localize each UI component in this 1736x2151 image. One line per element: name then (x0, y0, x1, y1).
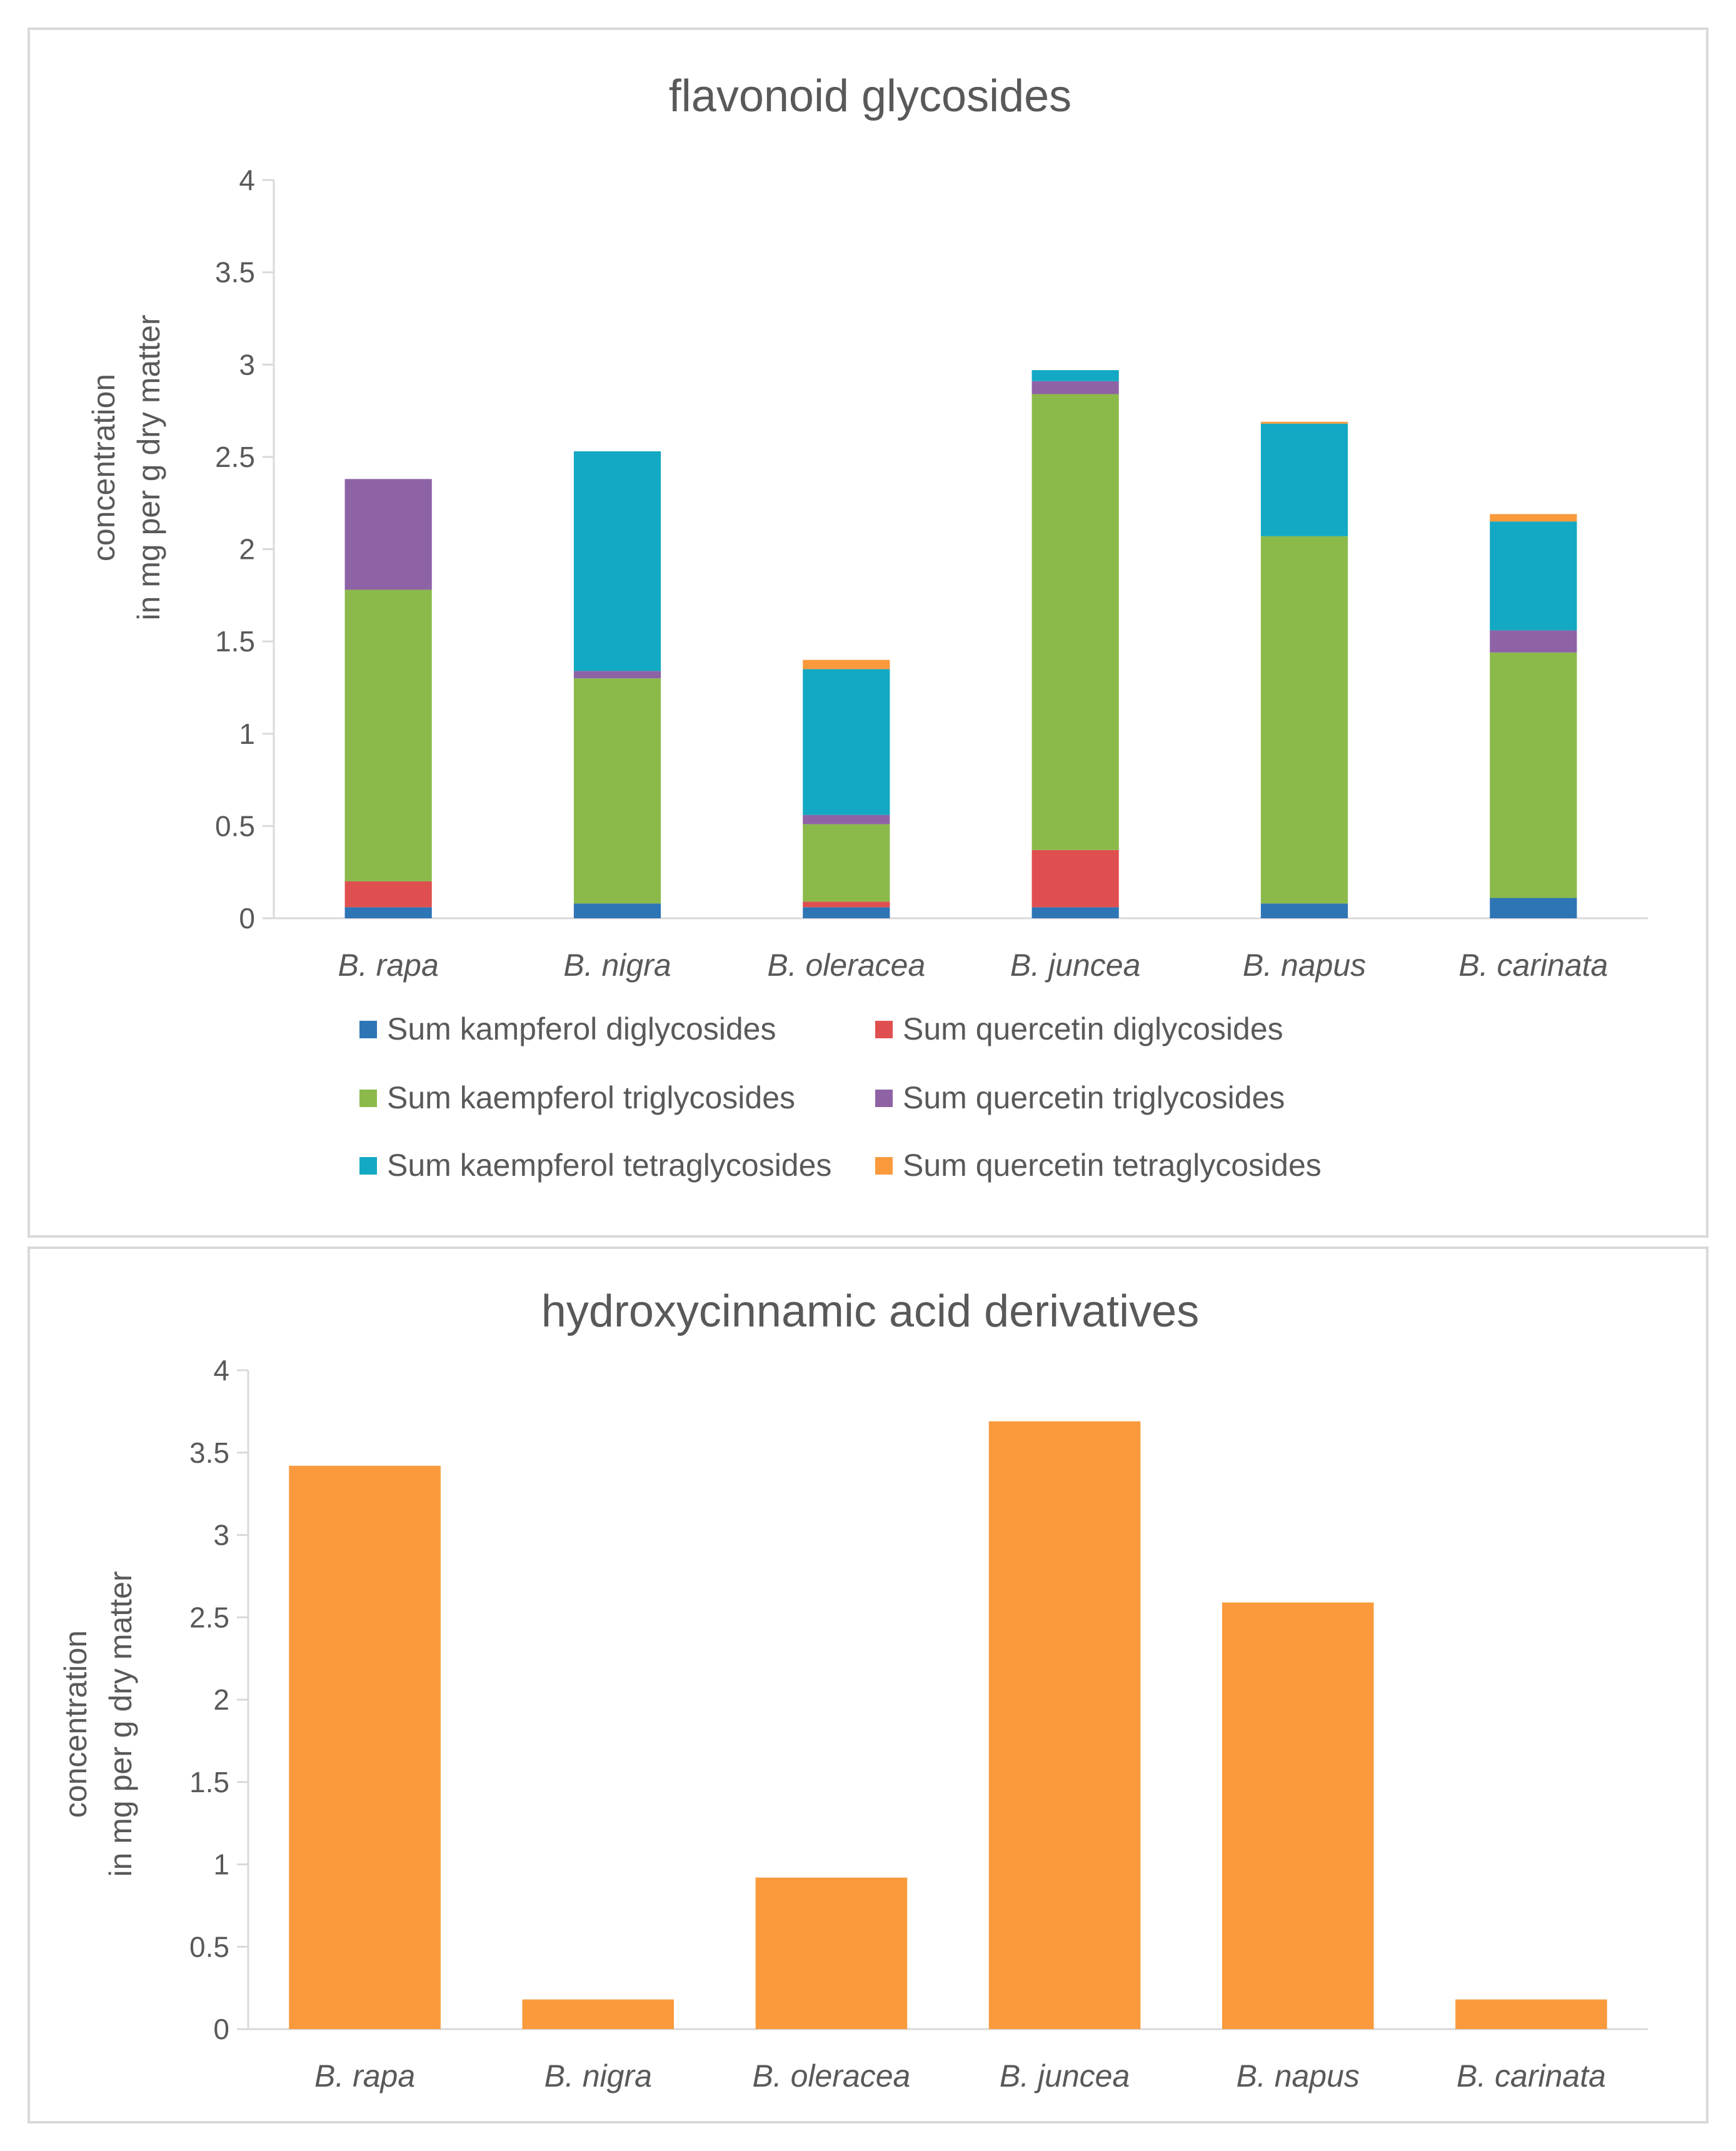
hydroxycinnamic-chart-panel: hydroxycinnamic acid derivatives concent… (28, 1246, 1708, 2123)
x-category-label: B. napus (1243, 948, 1366, 983)
y-tick-label: 3 (239, 348, 255, 381)
bar (1222, 1602, 1374, 2029)
y-tick-label: 3.5 (189, 1437, 229, 1469)
bar (755, 1877, 908, 2029)
legend-label: Sum quercetin tetraglycosides (903, 1148, 1322, 1183)
legend-label: Sum quercetin diglycosides (903, 1011, 1283, 1046)
y-tick-label: 3.5 (215, 256, 255, 289)
bar-segment (1031, 850, 1119, 908)
bar-segment (573, 451, 661, 671)
y-tick-label: 1.5 (189, 1766, 229, 1798)
bar-segment (803, 659, 890, 669)
y-axis-label-line-2: in mg per g dry matter (103, 1571, 138, 1877)
legend-label: Sum kaempferol tetraglycosides (387, 1148, 831, 1183)
legend-swatch (875, 1021, 893, 1038)
bar-segment (803, 901, 890, 908)
y-tick-label: 4 (213, 1354, 229, 1386)
bar-segment (344, 881, 432, 908)
x-category-label: B. oleracea (767, 948, 925, 983)
legend-swatch (359, 1090, 377, 1107)
y-axis-label-line-1: concentration (86, 374, 121, 561)
bar-segment (1031, 907, 1119, 918)
bar-segment (1031, 394, 1119, 850)
bar-segment (1490, 630, 1577, 653)
bar-segment (1260, 423, 1348, 536)
bar-segment (1260, 536, 1348, 904)
bar-segment (344, 589, 432, 881)
legend-swatch (875, 1157, 893, 1175)
y-tick-label: 1 (239, 718, 255, 750)
y-tick-label: 0 (213, 2013, 229, 2045)
y-tick-label: 1 (213, 1848, 229, 1881)
x-category-label: B. juncea (1010, 948, 1140, 983)
y-tick-label: 0.5 (215, 810, 255, 842)
legend-label: Sum kaempferol triglycosides (387, 1080, 795, 1115)
bar-segment (1260, 421, 1348, 424)
y-axis-label-line-1: concentration (58, 1630, 93, 1818)
y-axis-label: concentration in mg per g dry matter (58, 1571, 138, 1877)
bar (1455, 1999, 1607, 2029)
chart-title: hydroxycinnamic acid derivatives (541, 1286, 1199, 1336)
x-category-label: B. napus (1237, 2058, 1360, 2093)
y-tick-label: 2.5 (215, 441, 255, 473)
legend-swatch (875, 1090, 893, 1107)
bar-segment (1031, 370, 1119, 381)
y-tick-label: 0 (239, 902, 255, 935)
y-axis-label: concentration in mg per g dry matter (86, 314, 166, 620)
y-tick-label: 3 (213, 1519, 229, 1552)
bar-segment (1260, 903, 1348, 918)
bar-segment (344, 907, 432, 918)
flavonoid-chart: flavonoid glycosides concentration in mg… (86, 71, 1648, 1183)
legend-swatch (359, 1021, 377, 1038)
bar-segment (573, 903, 661, 918)
y-tick-label: 2 (213, 1683, 229, 1716)
legend-label: Sum kampferol diglycosides (387, 1011, 776, 1046)
hydroxycinnamic-chart: hydroxycinnamic acid derivatives concent… (58, 1286, 1648, 2093)
x-category-label: B. rapa (314, 2058, 415, 2093)
flavonoid-chart-panel: flavonoid glycosides concentration in mg… (28, 28, 1708, 1238)
bar-segment (573, 671, 661, 679)
y-tick-label: 2.5 (189, 1601, 229, 1633)
x-category-label: B. carinata (1457, 2058, 1606, 2093)
x-category-label: B. carinata (1458, 948, 1608, 983)
x-category-label: B. nigra (563, 948, 671, 983)
bar-segment (1031, 381, 1119, 394)
bar (289, 1465, 441, 2029)
bar-segment (803, 907, 890, 918)
x-category-label: B. rapa (338, 948, 439, 983)
chart-title: flavonoid glycosides (669, 71, 1071, 121)
y-tick-label: 1.5 (215, 625, 255, 658)
legend-label: Sum quercetin triglycosides (903, 1080, 1285, 1115)
y-tick-label: 0.5 (189, 1930, 229, 1963)
bar-segment (803, 815, 890, 825)
bar (988, 1421, 1141, 2029)
x-category-label: B. nigra (544, 2058, 652, 2093)
legend-swatch (359, 1157, 377, 1175)
bar-segment (1490, 514, 1577, 522)
bar-segment (803, 669, 890, 815)
y-axis-label-line-2: in mg per g dry matter (131, 314, 166, 620)
y-tick-label: 4 (239, 164, 255, 196)
y-tick-label: 2 (239, 533, 255, 566)
x-category-label: B. oleracea (752, 2058, 910, 2093)
x-category-label: B. juncea (1000, 2058, 1130, 2093)
bar-segment (1490, 521, 1577, 631)
bar-segment (803, 824, 890, 902)
bar-segment (344, 479, 432, 590)
bar-segment (573, 678, 661, 904)
bar (522, 1999, 675, 2029)
bar-segment (1490, 898, 1577, 918)
bar-segment (1490, 652, 1577, 898)
